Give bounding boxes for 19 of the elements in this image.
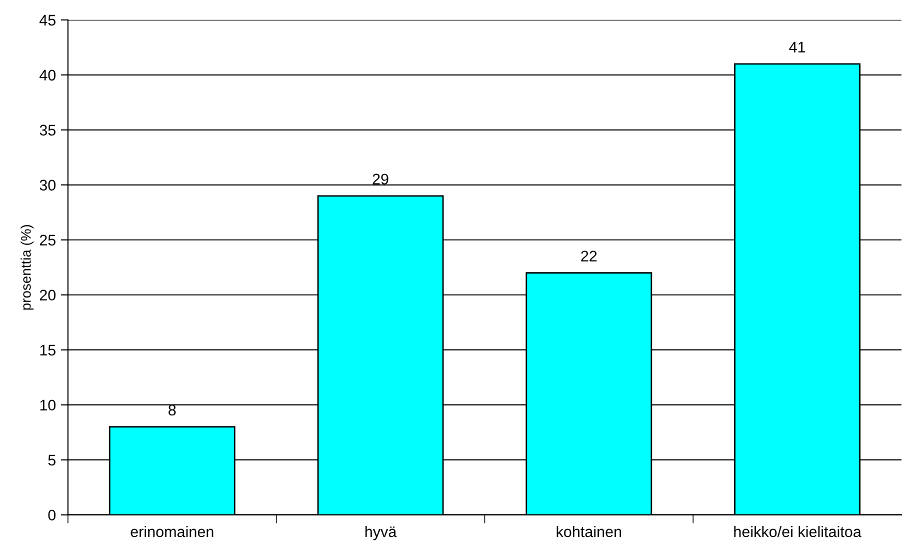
data-label: 8 bbox=[168, 404, 176, 416]
y-tick-label: 15 bbox=[40, 344, 56, 356]
y-tick-label: 40 bbox=[40, 70, 56, 81]
data-label: 41 bbox=[789, 42, 806, 52]
x-tick-label: erinomainen bbox=[130, 526, 214, 538]
x-tick-label: heikko/ei kielitaitoa bbox=[734, 526, 862, 538]
y-axis-title: prosenttia (%) bbox=[20, 225, 34, 310]
y-tick-label: 45 bbox=[40, 14, 56, 26]
y-tick-label: 30 bbox=[40, 180, 56, 191]
y-tick-label: 0 bbox=[48, 510, 56, 521]
data-label: 22 bbox=[581, 250, 597, 262]
y-tick-label: 35 bbox=[40, 124, 56, 136]
y-tick-label: 10 bbox=[40, 400, 56, 411]
y-tick-label: 20 bbox=[40, 290, 56, 301]
data-label: 29 bbox=[372, 174, 388, 185]
x-tick-label: hyvä bbox=[365, 526, 397, 540]
y-tick-label: 5 bbox=[48, 454, 56, 466]
x-tick-label: kohtainen bbox=[556, 526, 622, 538]
y-tick-label: 25 bbox=[40, 234, 56, 246]
